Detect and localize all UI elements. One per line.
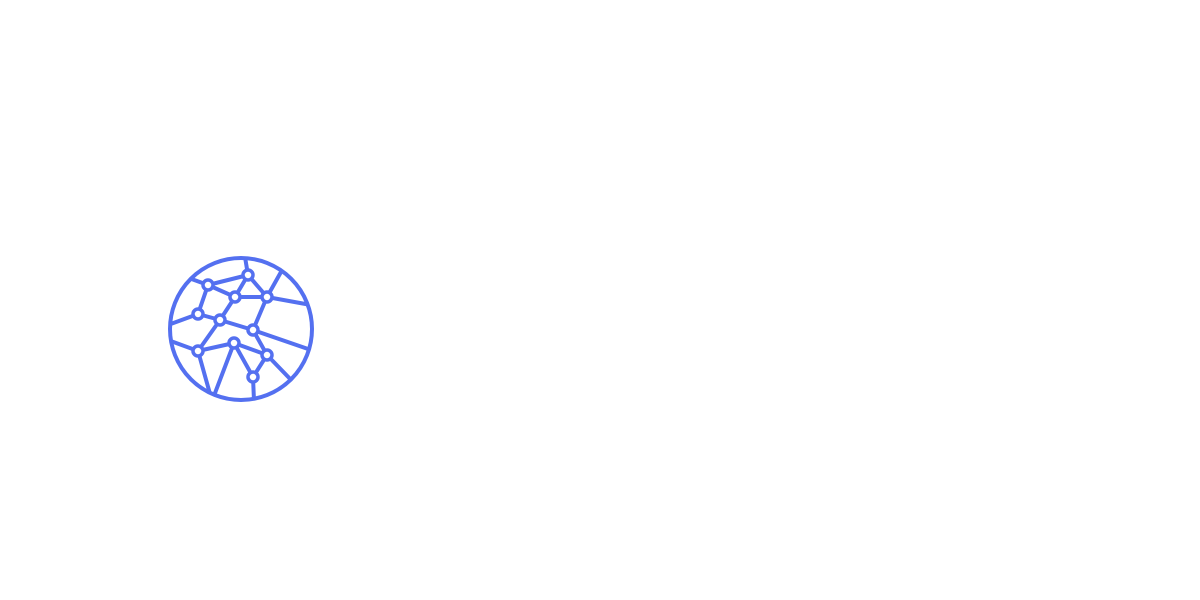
- network-node: [213, 313, 227, 327]
- network-nodes: [191, 268, 274, 384]
- globe-outline: [168, 256, 314, 402]
- network-node: [241, 268, 255, 282]
- network-node: [260, 290, 274, 304]
- network-node: [201, 278, 215, 292]
- network-node: [246, 370, 260, 384]
- network-node: [228, 290, 242, 304]
- network-node: [227, 336, 241, 350]
- network-node: [260, 348, 274, 362]
- network-node: [191, 307, 205, 321]
- network-globe-icon: [166, 255, 316, 403]
- network-node: [191, 344, 205, 358]
- network-node: [246, 323, 260, 337]
